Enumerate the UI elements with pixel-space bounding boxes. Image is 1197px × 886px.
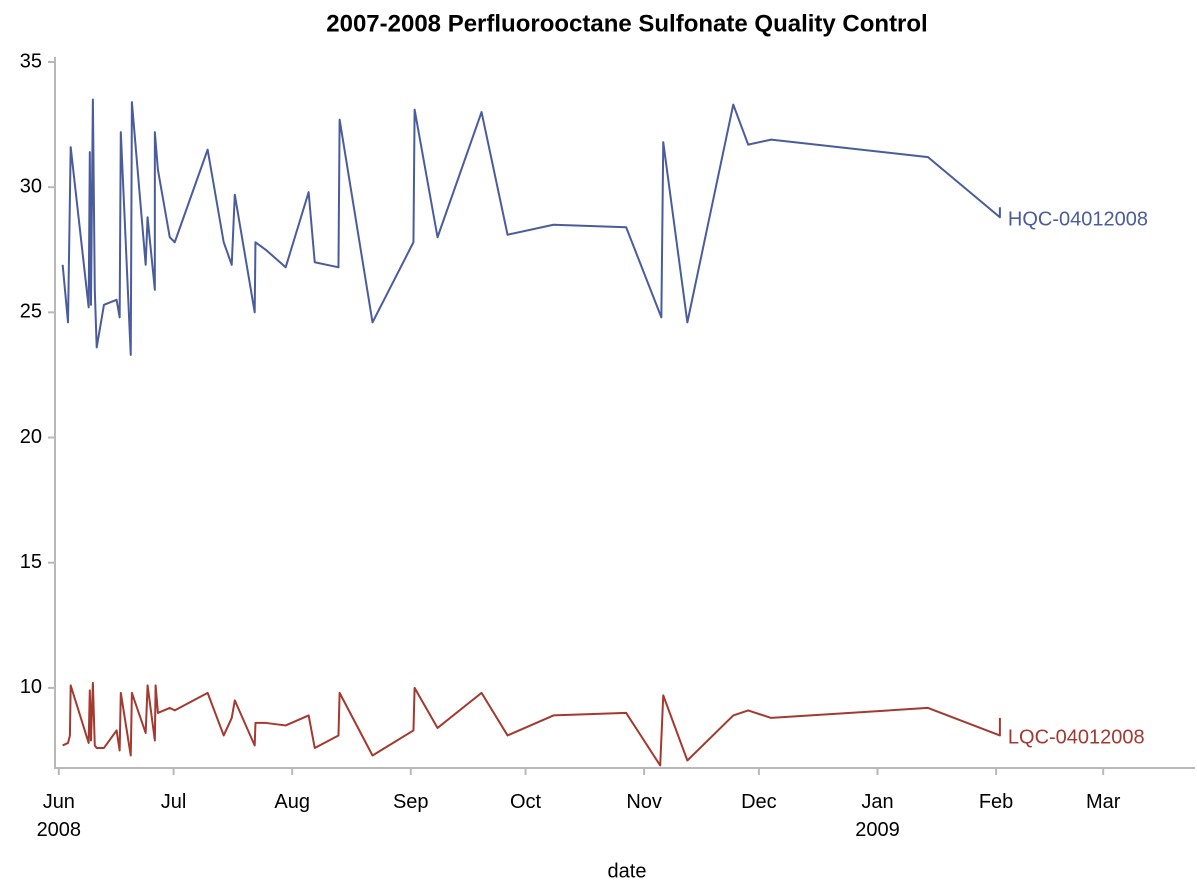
- x-axis-label: date: [608, 860, 647, 882]
- x-tick-label: Aug: [274, 791, 310, 813]
- y-tick-label: 15: [20, 551, 42, 573]
- y-tick-label: 20: [20, 426, 42, 448]
- x-tick-label: Jun 2008: [37, 791, 82, 841]
- x-tick-label: Nov: [626, 791, 662, 813]
- x-tick-label: Jan 2009: [855, 791, 900, 841]
- series-line: [61, 98, 1001, 356]
- y-tick-label: 10: [20, 676, 42, 698]
- x-tick-label: Feb: [979, 791, 1013, 813]
- x-tick-label: Mar: [1086, 791, 1121, 813]
- series-line: [62, 681, 1001, 767]
- x-tick-label: Oct: [510, 791, 542, 813]
- series-label: LQC-04012008: [1008, 727, 1145, 749]
- series-label: HQC-04012008: [1008, 209, 1148, 231]
- y-tick-label: 30: [20, 175, 42, 197]
- x-tick-label: Jul: [161, 791, 187, 813]
- x-tick-label: Dec: [741, 791, 777, 813]
- x-tick-label: Sep: [393, 791, 429, 813]
- y-tick-label: 25: [20, 301, 42, 323]
- chart-title: 2007-2008 Perfluorooctane Sulfonate Qual…: [326, 10, 927, 37]
- y-tick-label: 35: [20, 50, 42, 72]
